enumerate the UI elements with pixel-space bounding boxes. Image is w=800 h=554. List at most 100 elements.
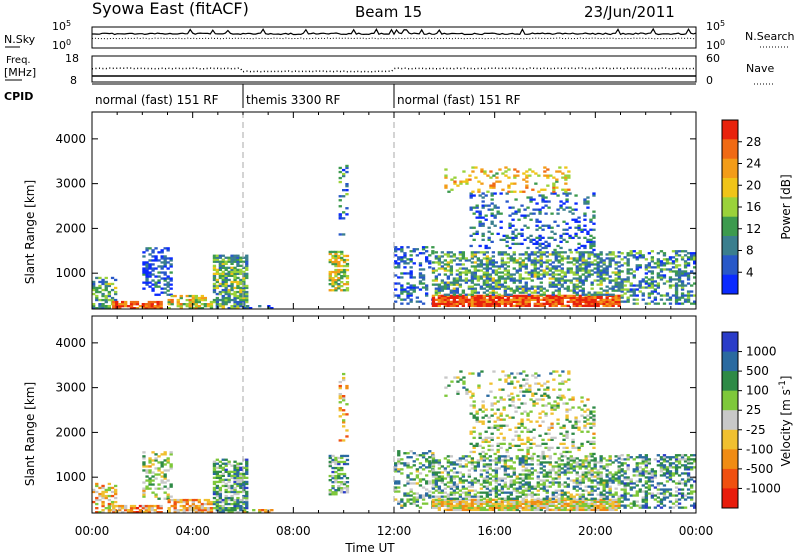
heatmap-cell [494, 287, 499, 290]
heatmap-cell [577, 420, 581, 423]
heatmap-cell [434, 293, 439, 296]
heatmap-cell [602, 489, 606, 492]
heatmap-cell [472, 406, 476, 409]
heatmap-cell [683, 274, 688, 277]
heatmap-cell [572, 469, 576, 472]
heatmap-cell [242, 474, 246, 478]
heatmap-cell [548, 296, 552, 300]
heatmap-cell [493, 216, 497, 219]
heatmap-cell [431, 483, 436, 486]
heatmap-cell [592, 216, 596, 219]
heatmap-cell [674, 286, 679, 289]
heatmap-cell [147, 307, 152, 310]
heatmap-cell [482, 481, 487, 484]
heatmap-cell [542, 489, 546, 492]
heatmap-cell [218, 254, 223, 257]
heatmap-cell [566, 497, 570, 500]
heatmap-cell [605, 506, 609, 510]
mhz-label: [MHz] [4, 66, 36, 79]
heatmap-cell [557, 289, 561, 292]
heatmap-cell [668, 276, 673, 279]
heatmap-cell [575, 502, 579, 506]
heatmap-cell [554, 259, 558, 262]
heatmap-cell [194, 303, 199, 306]
heatmap-cell [509, 497, 513, 500]
heatmap-cell [545, 504, 549, 508]
heatmap-cell [560, 489, 564, 492]
heatmap-cell [677, 284, 682, 287]
heatmap-cell [533, 269, 537, 272]
heatmap-cell [412, 276, 416, 279]
heatmap-cell [632, 292, 636, 295]
heatmap-cell [599, 491, 603, 494]
heatmap-cell [221, 500, 225, 504]
heatmap-cell [476, 481, 481, 484]
heatmap-cell [544, 414, 548, 417]
heatmap-cell [218, 266, 223, 270]
heatmap-cell [479, 506, 484, 510]
heatmap-cell [239, 258, 243, 261]
heatmap-cell [665, 268, 670, 271]
heatmap-cell [686, 298, 691, 301]
heatmap-cell [656, 292, 661, 295]
heatmap-cell [464, 502, 469, 506]
heatmap-cell [394, 466, 398, 469]
heatmap-cell [491, 285, 496, 288]
heatmap-cell [434, 495, 439, 498]
heatmap-cell [428, 480, 432, 483]
heatmap-cell [551, 465, 555, 468]
heatmap-cell [557, 483, 561, 486]
heatmap-cell [147, 303, 152, 306]
heatmap-cell [485, 259, 490, 262]
heatmap-cell [345, 387, 349, 390]
heatmap-cell [160, 461, 164, 464]
heatmap-cell [491, 489, 496, 492]
heatmap-cell [473, 481, 478, 484]
heatmap-cell [145, 261, 149, 264]
heatmap-cell [458, 489, 463, 492]
heatmap-cell [221, 274, 225, 278]
heatmap-cell [550, 446, 554, 450]
heatmap-cell [531, 394, 535, 397]
heatmap-cell [406, 480, 410, 483]
heatmap-cell [449, 281, 454, 284]
heatmap-cell [239, 480, 243, 484]
heatmap-cell [443, 281, 448, 284]
heatmap-cell [478, 444, 482, 448]
heatmap-cell [479, 269, 484, 272]
heatmap-cell [345, 462, 350, 466]
heatmap-cell [596, 267, 600, 270]
heatmap-cell [440, 465, 445, 468]
heatmap-cell [491, 265, 496, 268]
heatmap-cell [242, 500, 246, 504]
heatmap-cell [544, 446, 548, 450]
heatmap-cell [536, 294, 540, 298]
heatmap-cell [474, 166, 478, 169]
heatmap-cell [397, 264, 401, 267]
heatmap-cell [536, 285, 540, 288]
heatmap-cell [472, 444, 476, 448]
heatmap-cell [425, 294, 429, 297]
heatmap-cell [144, 509, 149, 512]
heatmap-cell [209, 511, 214, 514]
heatmap-cell [500, 283, 505, 286]
heatmap-cell [614, 455, 618, 458]
heatmap-cell [233, 500, 237, 504]
heatmap-cell [596, 500, 600, 504]
heatmap-cell [527, 471, 531, 474]
heatmap-cell [494, 296, 499, 300]
heatmap-cell [267, 307, 271, 310]
heatmap-cell [160, 265, 164, 268]
heatmap-cell [230, 268, 234, 272]
heatmap-cell [446, 475, 451, 478]
heatmap-cell [421, 464, 426, 467]
heatmap-cell [493, 214, 497, 217]
heatmap-cell [566, 477, 570, 480]
heatmap-cell [524, 481, 528, 484]
heatmap-cell [464, 497, 469, 500]
heatmap-cell [539, 273, 543, 276]
heatmap-cell [617, 502, 621, 506]
heatmap-cell [342, 289, 347, 292]
heatmap-cell [166, 459, 170, 462]
heatmap-cell [512, 289, 516, 292]
